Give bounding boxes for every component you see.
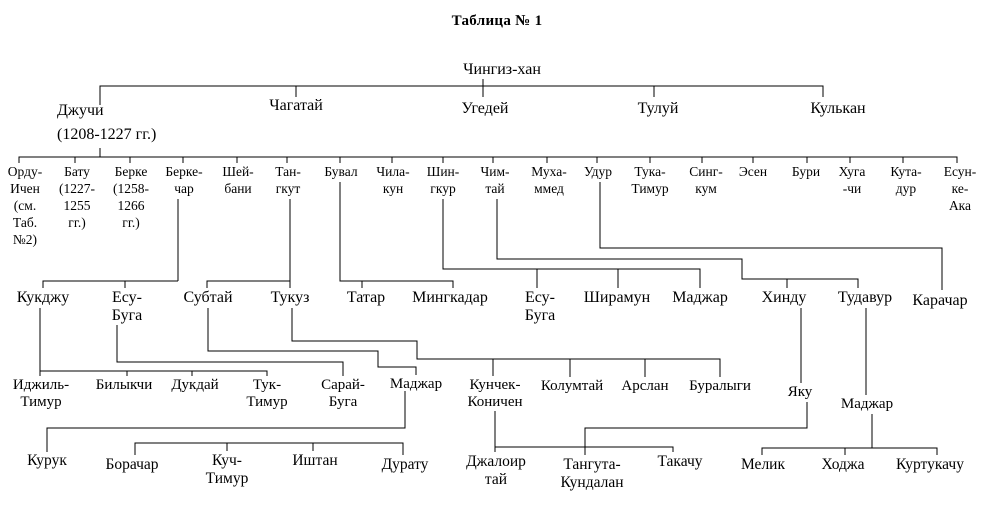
tree-node-shei-bani: Шей- бани bbox=[222, 164, 254, 196]
tree-node-tukuz: Тукуз bbox=[270, 289, 310, 306]
tree-node-yaku: Яку bbox=[787, 384, 813, 400]
connector-54 bbox=[495, 446, 674, 452]
tree-node-udur: Удур bbox=[583, 164, 613, 179]
connector-50 bbox=[134, 442, 404, 455]
tree-node-berke-char: Берке- чар bbox=[165, 164, 203, 196]
tree-node-sarai-buga: Сарай- Буга bbox=[321, 377, 365, 410]
connector-29 bbox=[339, 182, 454, 288]
tree-node-shin-gkur: Шин- гкур bbox=[426, 164, 460, 196]
tree-node-shiramun: Ширамун bbox=[583, 289, 651, 306]
tree-node-kolumtai: Колумтай bbox=[540, 378, 604, 394]
tree-node-melik: Мелик bbox=[740, 456, 786, 473]
connector-38 bbox=[40, 370, 268, 376]
tree-node-madjar-2: Маджар bbox=[389, 376, 443, 392]
tree-node-kurtukachu: Куртукачу bbox=[896, 456, 964, 473]
tree-node-buralygi: Буралыги bbox=[689, 378, 751, 394]
connector-25 bbox=[42, 280, 178, 288]
tree-node-arslan: Арслан bbox=[621, 378, 669, 394]
tree-node-madjar-3: Маджар bbox=[840, 396, 894, 412]
tree-node-huga-chi: Хуга -чи bbox=[838, 164, 866, 196]
tree-node-duratu: Дурату bbox=[381, 456, 429, 473]
tree-node-djaloirtai: Джалоир тай bbox=[466, 453, 526, 488]
connector-31 bbox=[442, 199, 701, 288]
tree-node-ishtan: Иштан bbox=[292, 452, 338, 469]
connector-6 bbox=[18, 156, 958, 163]
tree-node-buri: Бури bbox=[791, 164, 821, 179]
tree-node-sing-kum: Синг- кум bbox=[689, 164, 723, 196]
table-title: Таблица № 1 bbox=[451, 13, 543, 29]
tree-node-chila-kun: Чила- кун bbox=[376, 164, 410, 196]
tree-node-borachar: Борачар bbox=[105, 456, 159, 473]
tree-node-chingiz-khan: Чингиз-хан bbox=[463, 61, 541, 78]
tree-node-muha-mmed: Муха- ммед bbox=[531, 164, 567, 196]
tree-node-kuta-dur: Кута- дур bbox=[890, 164, 922, 196]
tree-node-juchi: Джучи (1208-1227 гг.) bbox=[57, 102, 157, 143]
connector-49 bbox=[46, 391, 406, 452]
tree-node-kuch-timur: Куч- Тимур bbox=[205, 452, 249, 487]
connector-42 bbox=[207, 308, 417, 375]
connector-28 bbox=[206, 280, 290, 288]
tree-node-idjil-timur: Иджиль- Тимур bbox=[12, 377, 70, 410]
tree-node-kunchek-konichen: Кунчек- Коничен bbox=[467, 377, 523, 410]
tree-node-tatar: Татар bbox=[346, 289, 386, 306]
tree-node-berke: Берке (1258- 1266 гг.) bbox=[113, 164, 149, 230]
tree-node-subtai: Субтай bbox=[183, 289, 233, 306]
tree-node-hodja: Ходжа bbox=[821, 456, 865, 473]
tree-node-esun-ke-aka: Есун- ке- Ака bbox=[943, 164, 977, 213]
tree-node-tanguta-kundalan: Тангута- Кундалан bbox=[560, 456, 624, 491]
connector-41 bbox=[116, 325, 344, 376]
tree-node-tuk-timur: Тук- Тимур bbox=[246, 377, 288, 410]
tree-node-esen: Эсен bbox=[738, 164, 768, 179]
tree-node-kuruk: Курук bbox=[27, 452, 67, 469]
tree-node-chim-tai: Чим- тай bbox=[480, 164, 510, 196]
tree-node-batu: Бату (1227- 1255 гг.) bbox=[59, 164, 95, 230]
tree-node-ugedei: Угедей bbox=[461, 100, 509, 117]
connector-57 bbox=[761, 447, 938, 455]
tree-node-kukju: Кукджу bbox=[16, 289, 70, 306]
tree-node-takachu: Такачу bbox=[657, 453, 703, 470]
tree-node-tudavur: Тудавур bbox=[837, 289, 893, 306]
tree-node-chagatai: Чагатай bbox=[269, 97, 323, 114]
tree-node-tului: Тулуй bbox=[637, 100, 679, 117]
connector-43 bbox=[291, 308, 721, 377]
tree-node-esu-buga-2: Есу- Буга bbox=[524, 289, 556, 324]
tree-node-kulkan: Кулькан bbox=[810, 100, 866, 117]
tree-node-tuka-timur: Тука- Тимур bbox=[631, 164, 669, 196]
connector-34 bbox=[496, 199, 859, 288]
tree-node-mingkadar: Мингкадар bbox=[412, 289, 488, 306]
tree-node-bilykchi: Билыкчи bbox=[95, 377, 153, 393]
tree-node-dukdai: Дукдай bbox=[171, 377, 219, 393]
tree-node-ordu-ichen: Орду- Ичен (см. Таб. №2) bbox=[7, 164, 43, 247]
connector-36 bbox=[599, 182, 943, 290]
tree-node-madjar-1: Маджар bbox=[672, 289, 728, 306]
tree-node-esu-buga-1: Есу- Буга bbox=[111, 289, 143, 324]
tree-node-tan-gkut: Тан- гкут bbox=[275, 164, 301, 196]
connector-0 bbox=[99, 85, 824, 105]
connector-55 bbox=[584, 402, 808, 455]
tree-node-hindu: Хинду bbox=[761, 289, 807, 306]
tree-node-buval: Бувал bbox=[324, 164, 358, 179]
tree-node-karachar: Карачар bbox=[912, 292, 968, 309]
